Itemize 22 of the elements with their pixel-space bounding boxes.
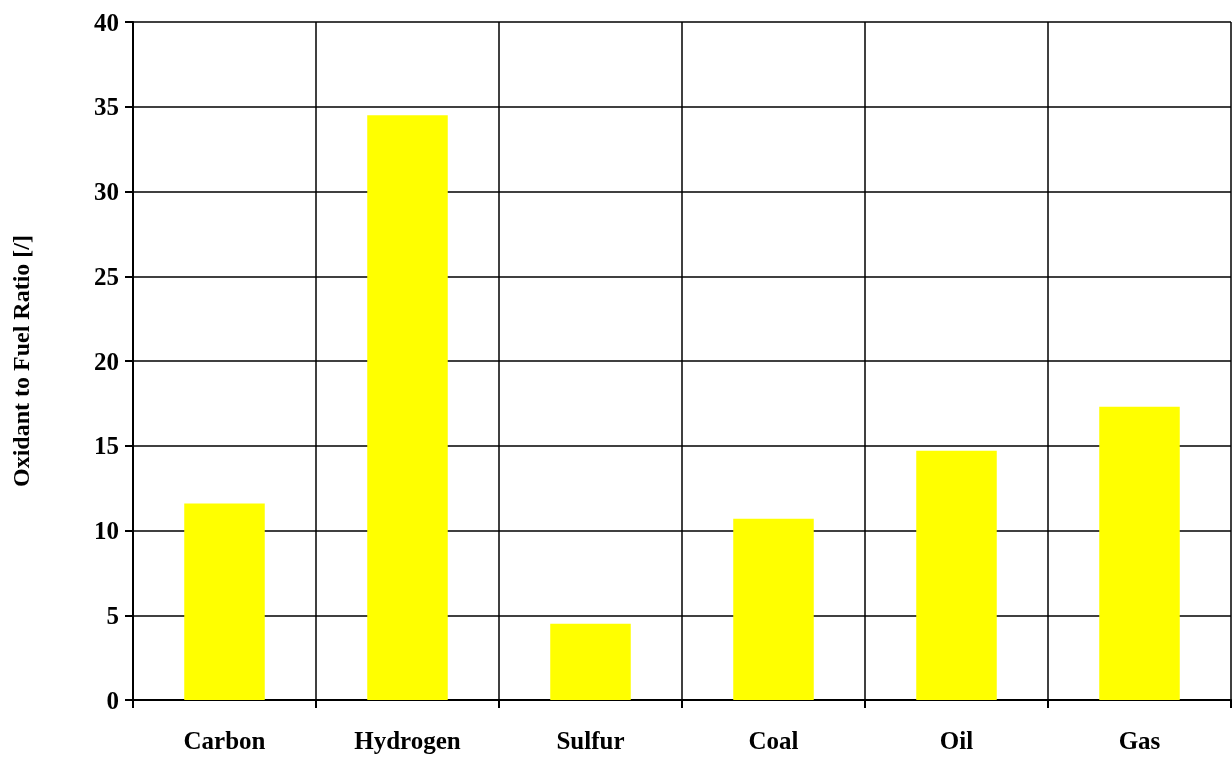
y-tick-label: 30 bbox=[94, 178, 119, 205]
bar bbox=[733, 518, 814, 700]
x-tick-label: Carbon bbox=[183, 727, 266, 754]
y-tick-label: 5 bbox=[106, 601, 119, 629]
bar bbox=[184, 503, 265, 700]
y-tick-label: 35 bbox=[94, 93, 119, 121]
bar bbox=[367, 115, 448, 700]
x-tick-label: Sulfur bbox=[556, 727, 625, 754]
y-tick-label: 0 bbox=[106, 686, 119, 714]
y-tick-label: 25 bbox=[94, 262, 119, 290]
bar bbox=[1099, 406, 1180, 700]
y-tick-label: 20 bbox=[94, 347, 119, 375]
x-tick-label: Hydrogen bbox=[354, 727, 461, 754]
x-tick-label: Coal bbox=[748, 727, 799, 754]
y-tick-label: 40 bbox=[94, 8, 119, 36]
bar bbox=[916, 450, 997, 700]
y-tick-label: 15 bbox=[94, 432, 119, 460]
x-tick-label: Gas bbox=[1118, 727, 1161, 754]
bar bbox=[550, 623, 631, 700]
y-tick-label: 10 bbox=[94, 517, 119, 544]
x-tick-label: Oil bbox=[939, 727, 974, 754]
y-axis-title: Oxidant to Fuel Ratio [/] bbox=[8, 235, 34, 487]
